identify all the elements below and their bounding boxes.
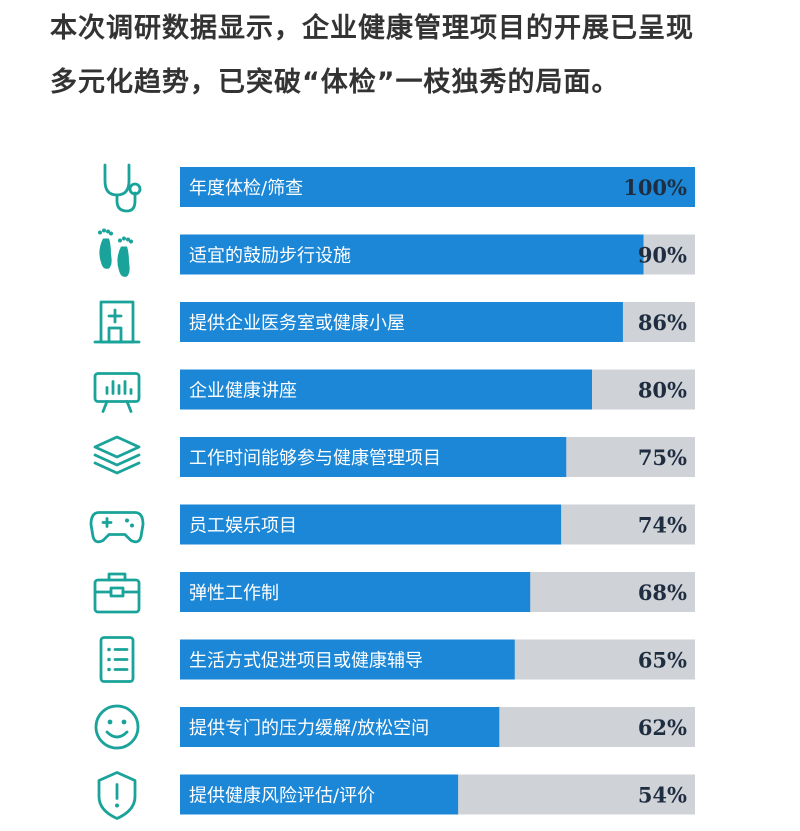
smiley-icon bbox=[94, 704, 140, 750]
shield-alert-icon bbox=[97, 771, 137, 820]
bar-label: 生活方式促进项目或健康辅导 bbox=[189, 651, 423, 672]
bar-label: 提供健康风险评估/评价 bbox=[189, 786, 375, 807]
bar bbox=[180, 167, 695, 207]
bar-label: 提供专门的压力缓解/放松空间 bbox=[189, 718, 429, 739]
bar bbox=[180, 639, 515, 680]
presentation-board-icon bbox=[93, 372, 141, 413]
intro-line-2: 多元化趋势，已突破“体检”一枝独秀的局面。 bbox=[50, 67, 620, 98]
bar-row: 提供企业医务室或健康小屋 86% bbox=[93, 300, 695, 344]
bar bbox=[180, 234, 644, 275]
bar-row: 适宜的鼓励步行设施 90% bbox=[98, 228, 695, 277]
value-label: 100% bbox=[623, 175, 687, 200]
bar-row: 年度体检/筛查 100% bbox=[103, 163, 695, 213]
intro-text: 本次调研数据显示，企业健康管理项目的开展已呈现 多元化趋势，已突破“体检”一枝独… bbox=[50, 2, 770, 110]
bar-row: 员工娱乐项目 74% bbox=[89, 504, 695, 545]
value-label: 68% bbox=[638, 580, 687, 605]
value-label: 65% bbox=[638, 648, 687, 673]
bar-row: 弹性工作制 68% bbox=[93, 572, 695, 614]
bar-label: 员工娱乐项目 bbox=[189, 516, 297, 537]
bar bbox=[180, 302, 623, 342]
footprints-icon bbox=[98, 228, 133, 277]
value-label: 54% bbox=[638, 783, 687, 808]
bar-label: 弹性工作制 bbox=[189, 583, 279, 604]
bar bbox=[180, 504, 562, 545]
bar bbox=[180, 774, 459, 815]
bar bbox=[180, 369, 592, 410]
value-label: 90% bbox=[638, 243, 687, 268]
bar-label: 工作时间能够参与健康管理项目 bbox=[189, 448, 441, 469]
value-label: 75% bbox=[638, 445, 687, 470]
bar bbox=[180, 707, 500, 747]
value-label: 80% bbox=[638, 378, 687, 403]
bar-row: 生活方式促进项目或健康辅导 65% bbox=[99, 636, 695, 683]
bar bbox=[180, 437, 567, 477]
value-label: 74% bbox=[638, 513, 687, 538]
bar-row: 企业健康讲座 80% bbox=[93, 369, 695, 413]
medical-kit-icon bbox=[93, 572, 141, 614]
bar-label: 提供企业医务室或健康小屋 bbox=[189, 313, 405, 334]
layers-icon bbox=[93, 435, 141, 475]
bar-row: 提供健康风险评估/评价 54% bbox=[97, 771, 695, 820]
value-label: 86% bbox=[638, 310, 687, 335]
value-label: 62% bbox=[638, 715, 687, 740]
bar-label: 企业健康讲座 bbox=[189, 381, 297, 402]
bar-label: 年度体检/筛查 bbox=[189, 178, 303, 199]
intro-line-1: 本次调研数据显示，企业健康管理项目的开展已呈现 bbox=[50, 13, 694, 44]
bar-label: 适宜的鼓励步行设施 bbox=[189, 246, 351, 267]
bar bbox=[180, 572, 531, 612]
checklist-icon bbox=[99, 636, 135, 683]
stethoscope-icon bbox=[103, 163, 142, 213]
clinic-icon bbox=[93, 300, 141, 344]
gamepad-icon bbox=[89, 511, 145, 544]
bar-row: 工作时间能够参与健康管理项目 75% bbox=[93, 435, 695, 477]
bar-row: 提供专门的压力缓解/放松空间 62% bbox=[94, 704, 695, 750]
